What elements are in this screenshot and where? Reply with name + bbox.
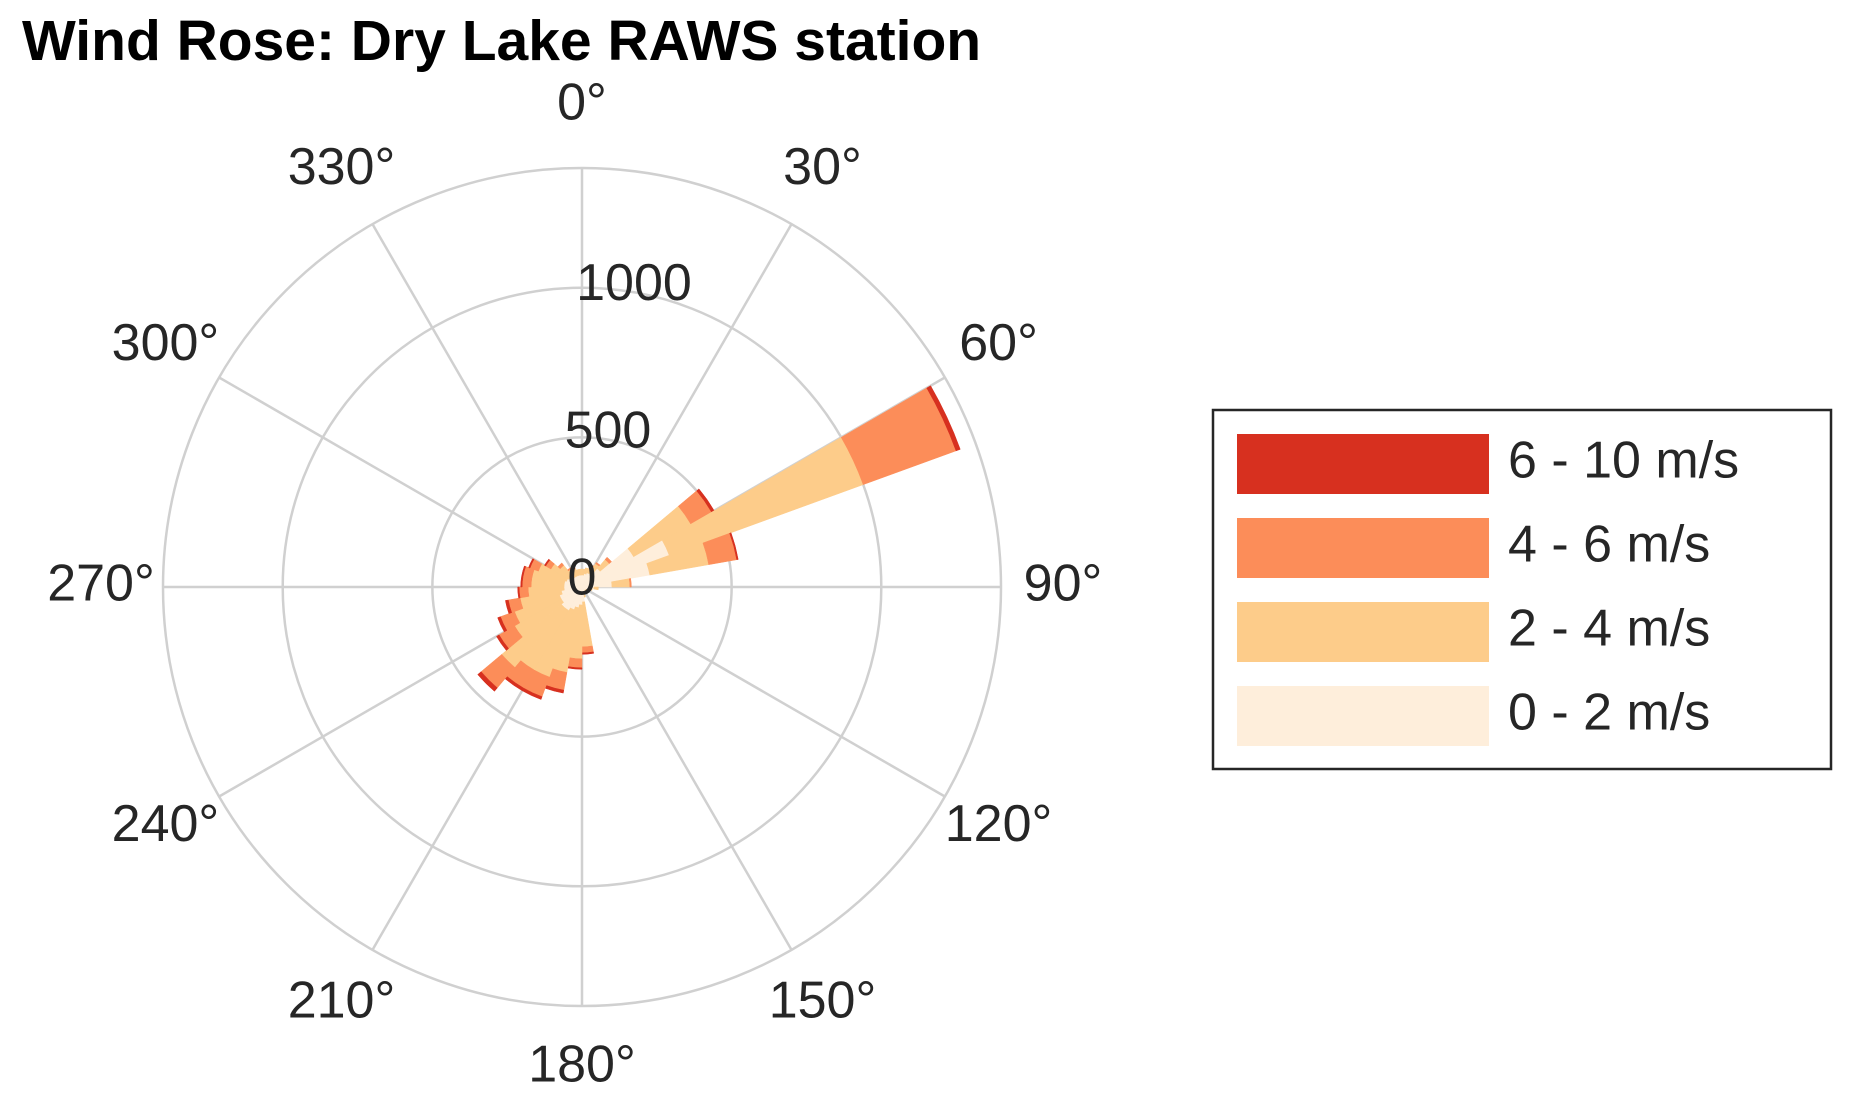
theta-tick-label: 150° <box>769 971 877 1029</box>
bar-segment <box>518 586 530 599</box>
bar-segment <box>926 385 961 452</box>
bar-segment <box>571 566 576 571</box>
labels: 0° 30° 60° 90° 120° 150° 180° 210° 240° 270° 300° 3… <box>47 74 1102 1094</box>
theta-tick-label: 210° <box>288 971 396 1029</box>
bar-segment <box>628 578 632 588</box>
legend-swatch <box>1237 518 1489 578</box>
theta-tick-label: 300° <box>112 314 220 372</box>
legend-label: 4 - 6 m/s <box>1508 516 1710 574</box>
theta-tick-label: 120° <box>945 795 1053 853</box>
legend-swatch <box>1237 434 1489 494</box>
r-tick-label: 1000 <box>576 254 692 312</box>
bar-segment <box>557 562 565 570</box>
theta-tick-label: 180° <box>528 1036 636 1094</box>
bars <box>477 385 961 700</box>
bar-segment <box>581 601 593 648</box>
bar-segment <box>593 586 599 591</box>
theta-tick-label: 60° <box>959 314 1038 372</box>
bar-segment <box>496 634 509 651</box>
grid-spoke <box>371 223 584 588</box>
grid-spoke <box>218 376 583 589</box>
theta-tick-label: 0° <box>557 74 607 132</box>
legend-swatch <box>1237 686 1489 746</box>
theta-tick-label: 90° <box>1024 555 1103 613</box>
grid-spoke <box>580 223 793 588</box>
legend-label: 0 - 2 m/s <box>1508 684 1710 742</box>
bar-segment <box>581 645 594 654</box>
bar-segment <box>521 565 527 577</box>
chart-title: Wind Rose: Dry Lake RAWS station <box>22 9 981 73</box>
bar-segment <box>528 558 535 569</box>
grid-spoke <box>581 585 946 798</box>
theta-tick-label: 330° <box>288 138 396 196</box>
bar-segment <box>477 671 498 692</box>
theta-tick-label: 270° <box>47 555 155 613</box>
bar-segment <box>729 532 739 561</box>
bar-segment <box>505 599 513 614</box>
legend-swatch <box>1237 602 1489 662</box>
theta-tick-label: 240° <box>112 795 220 853</box>
legend-label: 6 - 10 m/s <box>1508 432 1739 490</box>
r-tick-label: 0 <box>568 549 597 607</box>
legend-label: 2 - 4 m/s <box>1508 600 1710 658</box>
bar-segment <box>544 558 551 567</box>
bar-segment <box>497 616 508 633</box>
grid-spoke <box>580 586 793 951</box>
bar-segment <box>567 657 583 669</box>
legend: 0 - 2 m/s 2 - 4 m/s 4 - 6 m/s 6 - 10 m/s <box>1237 432 1739 746</box>
bar-segment <box>521 576 533 588</box>
theta-tick-label: 30° <box>783 138 862 196</box>
bar-segment <box>517 586 521 599</box>
r-tick-label: 500 <box>565 401 652 459</box>
bar-segment <box>578 568 583 576</box>
